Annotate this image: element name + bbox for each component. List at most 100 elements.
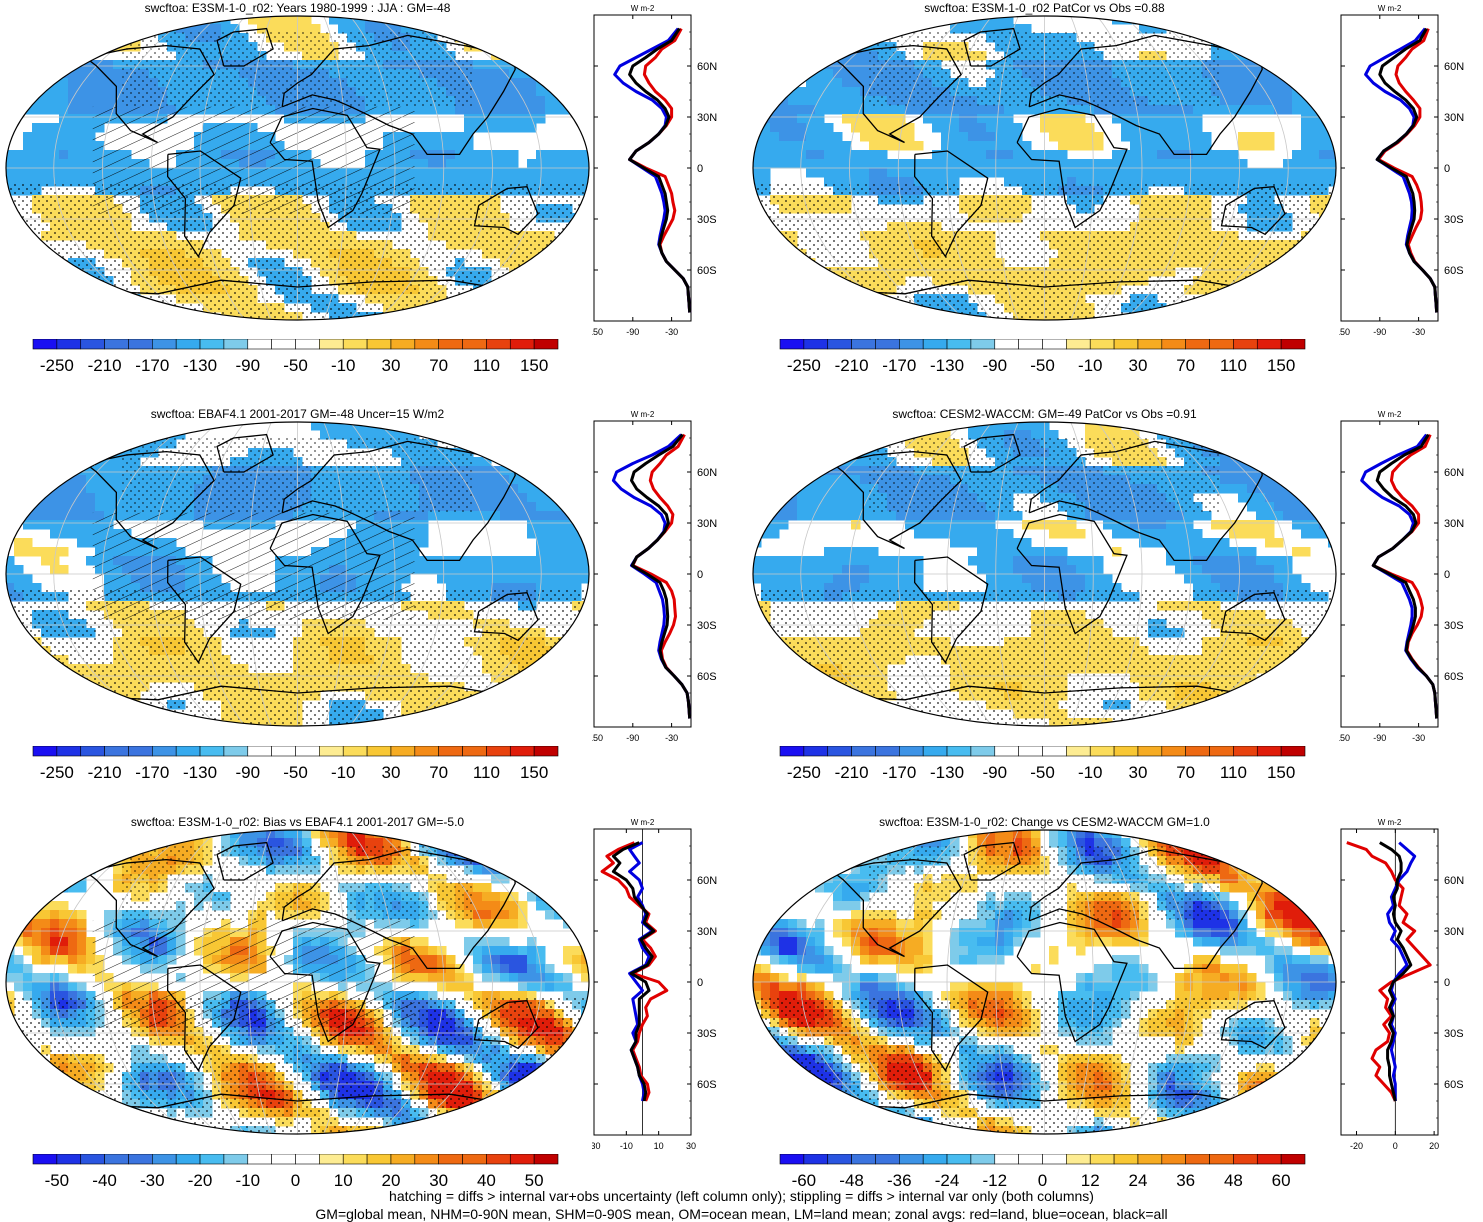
zonal-ytick-label: 60S bbox=[1444, 671, 1464, 683]
zonal-series-line-2 bbox=[1377, 29, 1437, 313]
colorbar-box bbox=[1043, 339, 1067, 349]
colorbar-tick-label: 30 bbox=[381, 356, 400, 375]
zonal-ytick-label: 30S bbox=[1444, 214, 1464, 226]
zonal-units-label: W m-2 bbox=[631, 410, 655, 419]
colorbar-box bbox=[1138, 746, 1162, 756]
colorbar-tick-label: -250 bbox=[787, 763, 821, 782]
colorbar-box bbox=[486, 339, 510, 349]
colorbar-box bbox=[296, 746, 320, 756]
colorbar-box bbox=[33, 1154, 57, 1164]
zonal-units-label: W m-2 bbox=[1378, 818, 1402, 827]
colorbar-box bbox=[128, 746, 152, 756]
zonal-ytick-label: 60N bbox=[697, 61, 717, 73]
colorbar-box bbox=[105, 1154, 129, 1164]
zonal-ytick-label: 60N bbox=[697, 467, 717, 479]
colorbar-box bbox=[1210, 1154, 1234, 1164]
colorbar-box bbox=[971, 746, 995, 756]
colorbar-tick-label: -10 bbox=[1078, 763, 1103, 782]
colorbar-box bbox=[1090, 1154, 1114, 1164]
colorbar-box bbox=[510, 746, 534, 756]
colorbar-tick-label: 110 bbox=[473, 356, 500, 375]
zonal-series-line-0 bbox=[633, 435, 690, 719]
colorbar-tick-label: -210 bbox=[835, 763, 869, 782]
colorbar-tick-label: -130 bbox=[930, 763, 964, 782]
colorbar-box bbox=[1114, 1154, 1138, 1164]
colorbar-tick-label: 70 bbox=[1176, 356, 1195, 375]
colorbar-box bbox=[804, 339, 828, 349]
colorbar-box bbox=[852, 746, 876, 756]
zonal-series-line-2 bbox=[630, 29, 690, 313]
colorbar-box bbox=[828, 746, 852, 756]
colorbar-box bbox=[391, 746, 415, 756]
colorbar-box bbox=[1090, 746, 1114, 756]
colorbar-tick-label: -50 bbox=[1030, 763, 1055, 782]
zonal-xtick-label: 20 bbox=[1429, 1141, 1439, 1151]
colorbar-box bbox=[200, 1154, 224, 1164]
colorbar-box bbox=[923, 746, 947, 756]
zonal-ytick-label: 60S bbox=[697, 671, 717, 683]
map-title-4: swcftoa: CESM2-WACCM: GM=-49 PatCor vs O… bbox=[892, 407, 1196, 421]
colorbar-tick-label: 30 bbox=[381, 763, 400, 782]
colorbar-tick-label: 110 bbox=[1220, 356, 1247, 375]
colorbar-tick-label: -10 bbox=[1078, 356, 1103, 375]
colorbar-tick-label: -250 bbox=[787, 356, 821, 375]
map-panel-1 bbox=[5, 15, 590, 321]
colorbar-box bbox=[367, 339, 391, 349]
colorbar-box bbox=[176, 1154, 200, 1164]
zonal-ytick-label: 30S bbox=[1444, 1028, 1464, 1040]
colorbar-box bbox=[57, 1154, 81, 1164]
zonal-xtick-label: -150 bbox=[592, 733, 603, 743]
zonal-xtick-label: 30 bbox=[686, 1141, 696, 1151]
colorbar-box bbox=[1257, 746, 1281, 756]
colorbar-tick-label: -210 bbox=[835, 356, 869, 375]
colorbar-box bbox=[57, 339, 81, 349]
map-title-5: swcftoa: E3SM-1-0_r02: Bias vs EBAF4.1 2… bbox=[131, 815, 464, 829]
colorbar-box bbox=[415, 1154, 439, 1164]
colorbar-box bbox=[105, 746, 129, 756]
colorbar-box bbox=[899, 339, 923, 349]
colorbar-box bbox=[152, 339, 176, 349]
colorbar-tick-label: 150 bbox=[520, 763, 548, 782]
zonal-xtick-label: -10 bbox=[620, 1141, 633, 1151]
zonal-series-line-2 bbox=[632, 435, 690, 719]
colorbar-tick-label: 70 bbox=[429, 356, 448, 375]
zonal-xtick-label: -30 bbox=[665, 733, 678, 743]
colorbar-box bbox=[828, 339, 852, 349]
colorbar-box bbox=[1281, 746, 1305, 756]
map-panel-2 bbox=[752, 15, 1337, 321]
colorbar-tick-label: -90 bbox=[235, 763, 260, 782]
colorbar-box bbox=[81, 339, 105, 349]
colorbar-box bbox=[319, 339, 343, 349]
colorbar-box bbox=[439, 746, 463, 756]
colorbar-tick-label: -170 bbox=[882, 356, 916, 375]
zonal-ytick-label: 60N bbox=[1444, 875, 1464, 887]
zonal-ytick-label: 30N bbox=[697, 518, 717, 530]
colorbar-box bbox=[971, 1154, 995, 1164]
colorbar-box bbox=[947, 339, 971, 349]
zonal-xtick-label: -30 bbox=[1412, 327, 1425, 337]
colorbar-box bbox=[224, 1154, 248, 1164]
colorbar-box bbox=[923, 1154, 947, 1164]
colorbar-tick-label: -210 bbox=[88, 763, 122, 782]
zonal-units-label: W m-2 bbox=[1378, 410, 1402, 419]
zonal-ytick-label: 60S bbox=[1444, 1079, 1464, 1091]
zonal-ytick-label: 30S bbox=[697, 1028, 717, 1040]
zonal-xtick-label: -30 bbox=[665, 327, 678, 337]
colorbar-box bbox=[995, 339, 1019, 349]
colorbar-tick-label: -90 bbox=[982, 763, 1007, 782]
colorbar-box bbox=[105, 339, 129, 349]
zonal-ytick-label: 30N bbox=[1444, 112, 1464, 124]
colorbar-box bbox=[486, 746, 510, 756]
zonal-series-line-2 bbox=[1373, 435, 1436, 719]
map-panel-3 bbox=[5, 421, 590, 727]
colorbar-box bbox=[875, 746, 899, 756]
colorbar-tick-label: 110 bbox=[1220, 763, 1247, 782]
colorbar-tick-label: 150 bbox=[1267, 763, 1295, 782]
map-title-3: swcftoa: EBAF4.1 2001-2017 GM=-48 Uncer=… bbox=[151, 407, 444, 421]
map-panel-6 bbox=[752, 829, 1337, 1135]
colorbar-tick-label: 150 bbox=[1267, 356, 1295, 375]
colorbar-box bbox=[439, 1154, 463, 1164]
